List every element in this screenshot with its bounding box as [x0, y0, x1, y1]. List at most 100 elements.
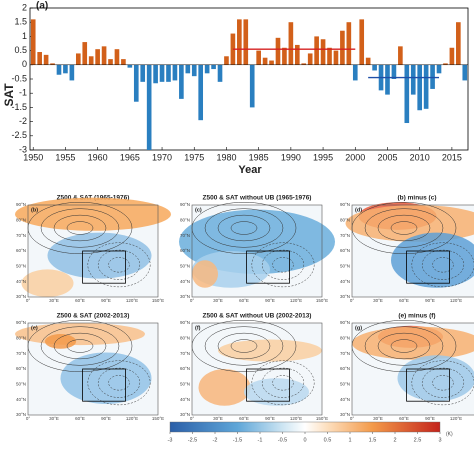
lat-label: 30°N [340, 412, 350, 417]
region-box [246, 368, 290, 402]
bar [50, 63, 55, 65]
lon-label: 30°E [373, 298, 383, 303]
y-tick-label: -1.5 [11, 102, 27, 112]
map-field [244, 378, 309, 406]
lat-label: 90°N [16, 320, 26, 325]
lon-label: 120°E [290, 416, 302, 421]
map [351, 319, 474, 416]
map-frame [351, 322, 474, 416]
lat-label: 60°N [16, 366, 26, 371]
lat-label: 70°N [16, 351, 26, 356]
lat-label: 70°N [16, 233, 26, 238]
y-tick-label: 1.5 [14, 17, 27, 27]
bar [417, 64, 423, 111]
bar [307, 53, 313, 65]
contour [97, 367, 141, 398]
contour [204, 208, 284, 248]
bar [185, 64, 191, 74]
map-title: Z500 & SAT (2002-2013) [57, 313, 130, 320]
lat-label: 90°N [180, 202, 190, 207]
contour [53, 214, 107, 242]
contour [66, 339, 94, 353]
bar [211, 64, 216, 70]
lon-label: 150°E [152, 298, 164, 303]
bar [108, 59, 113, 65]
lat-label: 30°N [180, 294, 190, 299]
lat-label: 50°N [16, 382, 26, 387]
bar [288, 22, 294, 65]
lat-label: 60°N [340, 366, 350, 371]
lon-label: 90°E [425, 298, 435, 303]
colorbar-tick-label: -0.5 [278, 437, 287, 443]
lon-label: 150°E [152, 416, 164, 421]
bar [114, 49, 120, 65]
lat-label: 60°N [340, 248, 350, 253]
contour [204, 326, 284, 366]
bar [172, 64, 178, 81]
colorbar-unit: (K) [446, 431, 453, 437]
region-box [246, 250, 290, 284]
map-field [218, 339, 322, 362]
contour [364, 208, 444, 248]
bar [43, 54, 49, 65]
colorbar-tick-label: 0 [303, 437, 306, 443]
lat-label: 90°N [340, 320, 350, 325]
bar [365, 57, 371, 65]
bar [404, 64, 410, 124]
x-tick-label: 1960 [88, 152, 108, 162]
contour [251, 242, 315, 288]
lat-label: 50°N [180, 382, 190, 387]
lat-label: 40°N [340, 397, 350, 402]
contour [87, 360, 151, 406]
bar [224, 56, 229, 65]
y-tick-label: 1 [22, 31, 27, 41]
lat-label: 80°N [340, 218, 350, 223]
x-tick-label: 1980 [216, 152, 236, 162]
lon-label: 0° [350, 416, 355, 421]
contour [377, 332, 431, 360]
contour [66, 221, 94, 235]
lon-label: 30°E [213, 298, 223, 303]
lon-label: 90°E [101, 298, 111, 303]
panel-label: (a) [36, 1, 48, 12]
lat-label: 60°N [180, 366, 190, 371]
bar [101, 46, 107, 65]
lon-label: 90°E [425, 416, 435, 421]
bar [262, 57, 268, 65]
lat-label: 30°N [16, 294, 26, 299]
y-tick-label: 2 [22, 2, 27, 12]
lon-label: 60°E [399, 416, 409, 421]
bar [456, 22, 461, 65]
lat-label: 80°N [180, 218, 190, 223]
panel-letter: (e) [31, 325, 38, 331]
lon-label: 120°E [126, 416, 138, 421]
contour [251, 360, 315, 406]
lon-label: 0° [190, 416, 195, 421]
map-frame [27, 204, 159, 298]
bar [443, 63, 448, 65]
panel-letter: (b) [31, 207, 38, 213]
lon-label: 30°E [49, 298, 59, 303]
bar [359, 19, 365, 65]
x-axis-label: Year [238, 164, 262, 176]
lon-label: 60°E [75, 298, 85, 303]
bar [191, 64, 197, 77]
lat-label: 50°N [180, 264, 190, 269]
lon-label: 90°E [101, 416, 111, 421]
map [15, 197, 171, 298]
lat-label: 50°N [340, 264, 350, 269]
contour [261, 367, 305, 398]
map-field [44, 334, 77, 349]
contour [261, 249, 305, 280]
map-field [21, 269, 74, 298]
contour [421, 249, 465, 280]
lon-label: 60°E [239, 298, 249, 303]
lat-label: 80°N [180, 336, 190, 341]
lat-label: 80°N [16, 336, 26, 341]
bar [82, 42, 88, 65]
bar [333, 50, 339, 65]
x-tick-label: 1995 [313, 152, 333, 162]
region-box [406, 250, 450, 284]
bar [63, 64, 68, 74]
x-tick-label: 2005 [377, 152, 397, 162]
